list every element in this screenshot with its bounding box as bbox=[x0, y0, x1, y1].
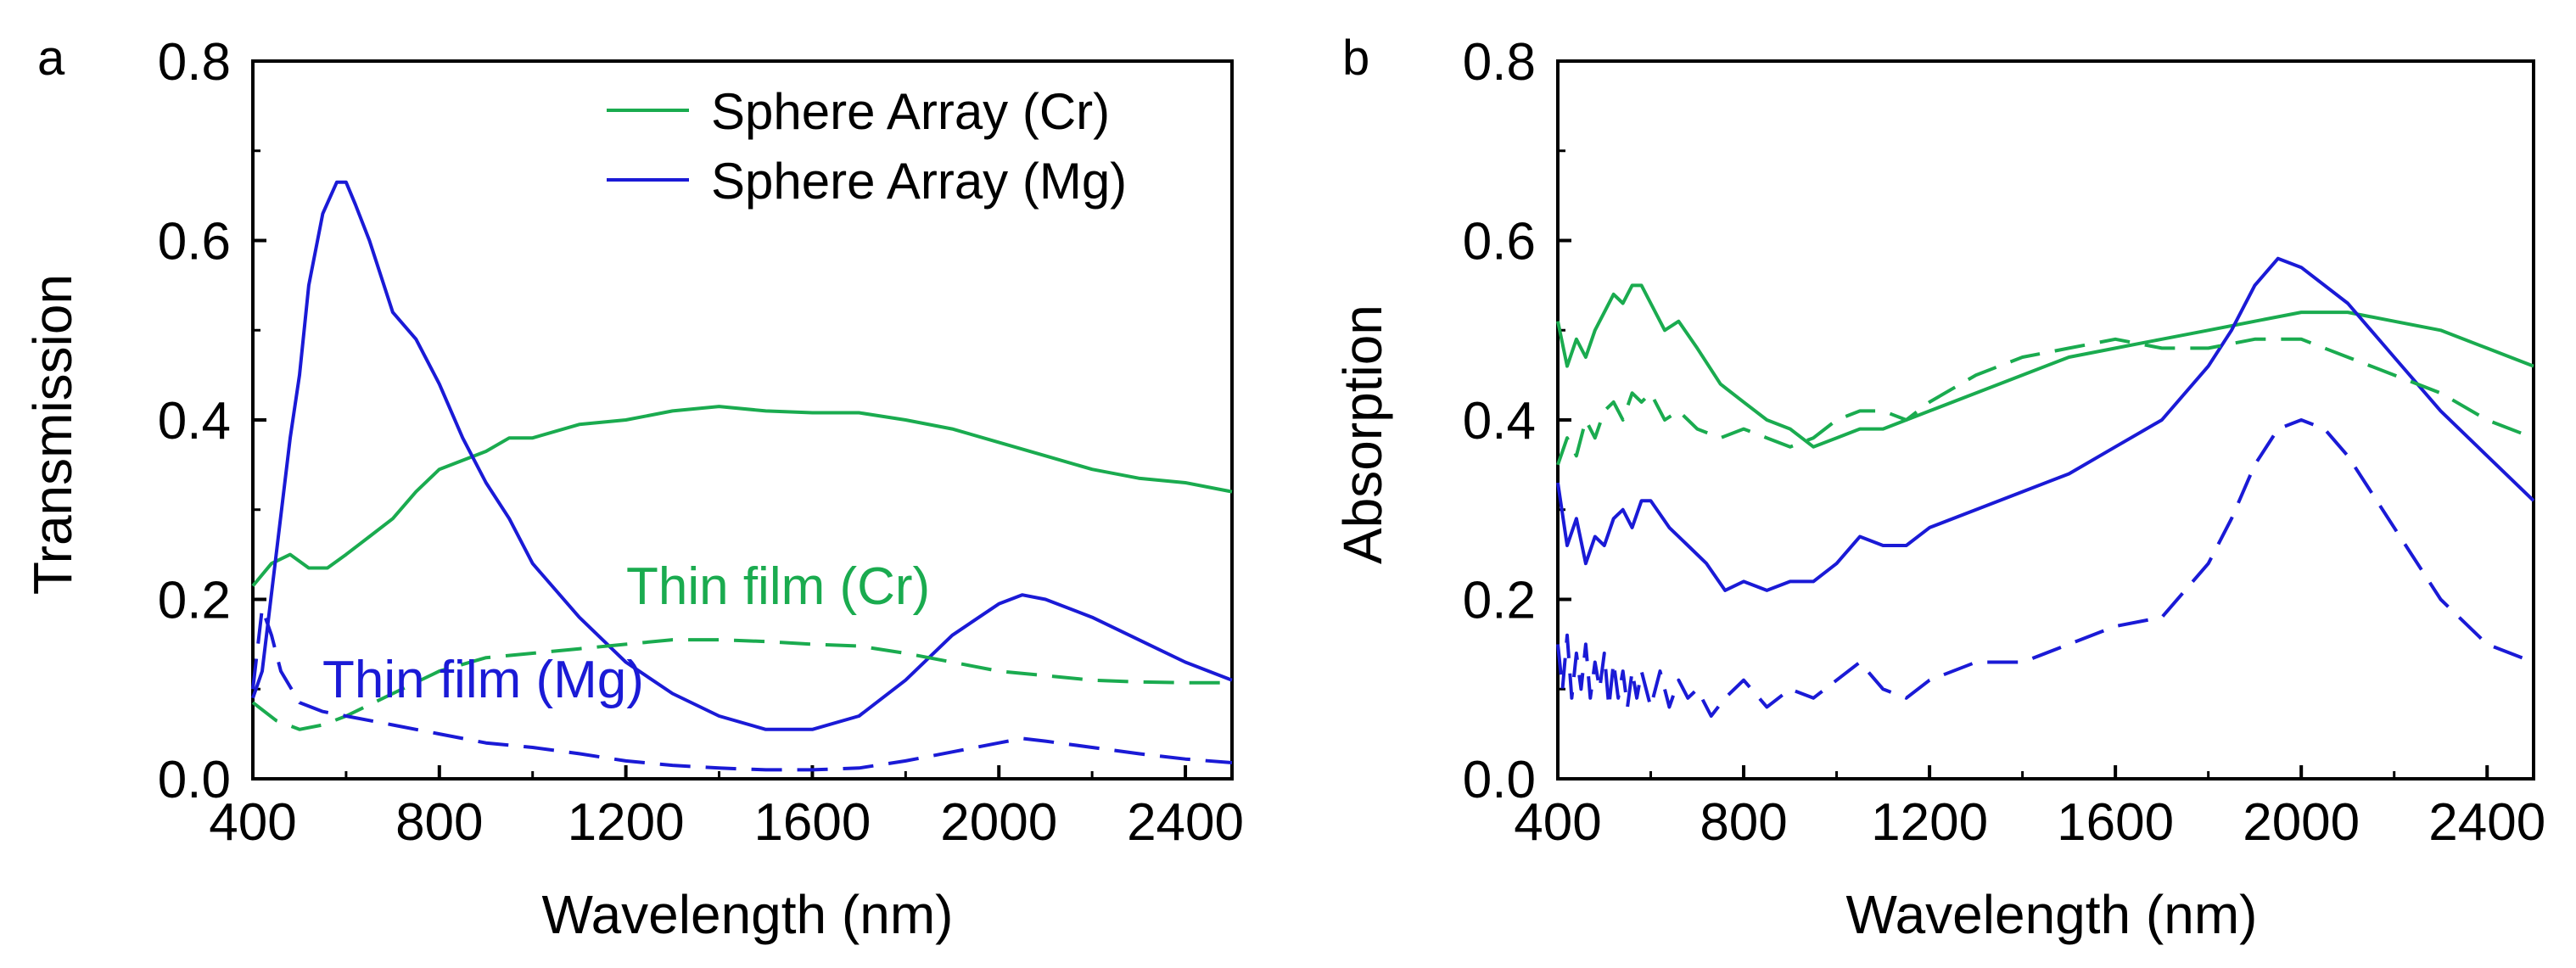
annotation-thin-film-cr: Thin film (Cr) bbox=[626, 557, 930, 616]
x-tick-label: 400 bbox=[209, 793, 296, 852]
x-axis-label: Wavelength (nm) bbox=[1846, 884, 2258, 945]
x-tick-label: 800 bbox=[395, 793, 483, 852]
x-tick-label: 400 bbox=[1514, 793, 1601, 852]
x-tick-label: 1200 bbox=[568, 793, 685, 852]
x-tick-label: 2000 bbox=[2243, 793, 2360, 852]
annotation-thin-film-mg: Thin film (Mg) bbox=[322, 651, 644, 709]
y-tick-label: 0.4 bbox=[1463, 392, 1536, 450]
series-line-sphere-array-cr bbox=[251, 405, 1233, 587]
plot-area: 400 800 1200 1600 2000 2400 0.0 0.2 0.4 0.6 0.8 bbox=[158, 33, 1244, 852]
panel-a: a Transmission Wavelength (nm) 400 800 120… bbox=[22, 31, 1244, 945]
series-line-sphere-array-mg bbox=[251, 180, 1233, 731]
panel-b: b Absorption Wavelength (nm) 400 800 1200 1… bbox=[1332, 31, 2545, 945]
y-tick-label: 0.2 bbox=[1463, 572, 1536, 630]
y-tick-label: 0.6 bbox=[158, 213, 231, 271]
plot-area: 400 800 1200 1600 2000 2400 0.0 0.2 0.4 0.6 0.8 bbox=[1463, 33, 2545, 852]
y-tick-label: 0.4 bbox=[158, 392, 231, 450]
legend-label-sphere-mg: Sphere Array (Mg) bbox=[711, 153, 1127, 210]
x-tick-label: 2400 bbox=[2428, 793, 2545, 852]
series-line-sphere-array-cr bbox=[1556, 283, 2534, 449]
panel-label: b bbox=[1342, 31, 1369, 86]
x-tick-label: 2400 bbox=[1127, 793, 1244, 852]
plot-frame bbox=[1556, 59, 2535, 781]
series-line-thin-film-cr-dashed bbox=[251, 638, 1232, 731]
x-axis-label: Wavelength (nm) bbox=[542, 884, 954, 945]
panel-label: a bbox=[37, 31, 65, 86]
x-tick-label: 1600 bbox=[753, 793, 871, 852]
x-tick-label: 1200 bbox=[1871, 793, 1988, 852]
y-tick-label: 0.8 bbox=[158, 33, 231, 92]
y-tick-label: 0.2 bbox=[158, 572, 231, 630]
y-tick-label: 0.6 bbox=[1463, 213, 1536, 271]
x-tick-label: 1600 bbox=[2057, 793, 2174, 852]
y-tick-label: 0.0 bbox=[158, 751, 231, 809]
series-line-thin-film-cr-dashed bbox=[1556, 337, 2534, 466]
legend-label-sphere-cr: Sphere Array (Cr) bbox=[711, 83, 1110, 140]
series-line-thin-film-mg-dashed bbox=[251, 607, 1233, 772]
series-line-sphere-array-mg bbox=[1556, 256, 2535, 592]
y-tick-label: 0.8 bbox=[1463, 33, 1536, 92]
series-line-thin-film-mg-dashed bbox=[1556, 418, 2534, 718]
y-axis-label: Transmission bbox=[22, 274, 83, 595]
x-tick-label: 2000 bbox=[940, 793, 1057, 852]
y-axis-label: Absorption bbox=[1332, 305, 1393, 564]
y-tick-label: 0.0 bbox=[1463, 751, 1536, 809]
x-tick-label: 800 bbox=[1700, 793, 1787, 852]
legend: Sphere Array (Cr) Sphere Array (Mg) bbox=[607, 83, 1127, 210]
